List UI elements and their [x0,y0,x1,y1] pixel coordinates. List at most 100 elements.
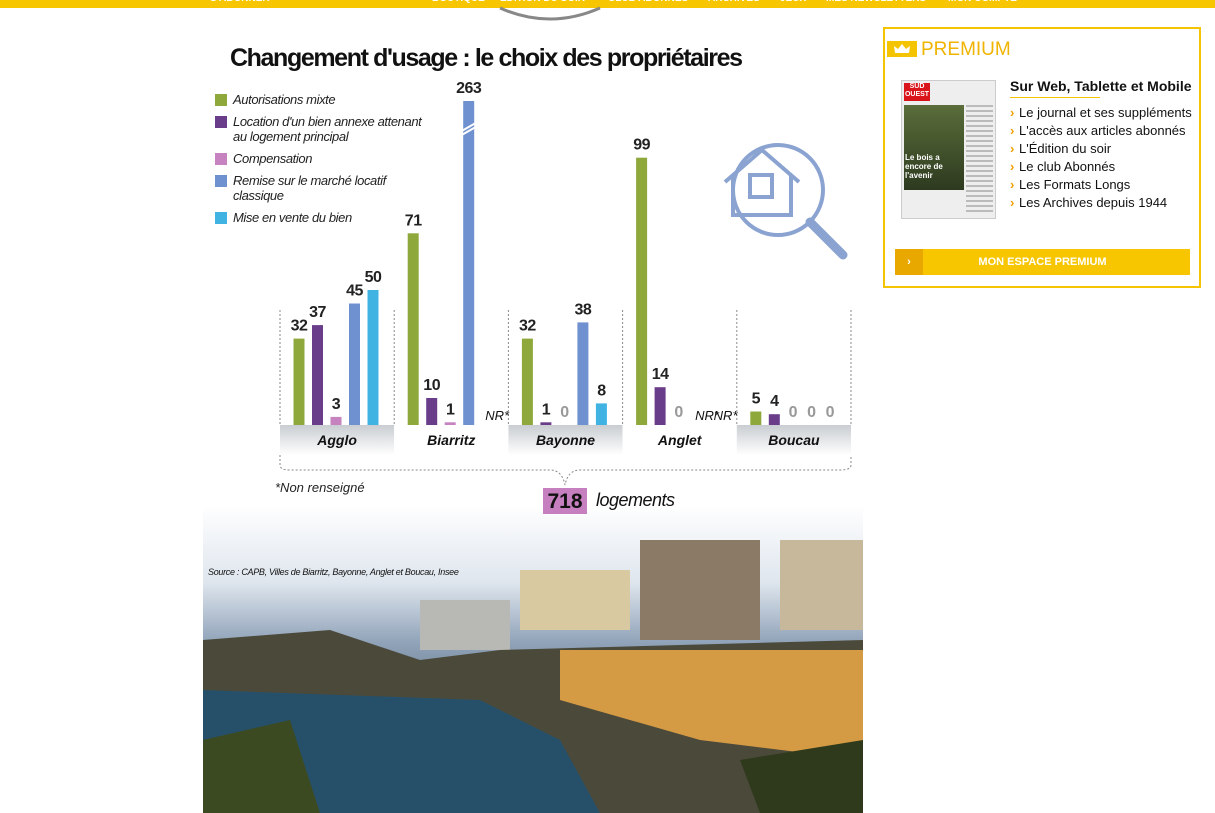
bar [293,338,305,425]
chart-title: Changement d'usage : le choix des propri… [230,44,742,72]
value-label: NR* [695,408,720,423]
value-label: 5 [752,391,761,408]
feature-item[interactable]: Le journal et ses suppléments [1010,106,1195,119]
legend-swatch [215,94,227,106]
value-label: 45 [346,283,363,300]
nav-item[interactable]: BOUTIQUE [432,0,485,4]
value-label: 50 [365,269,382,286]
category-band [622,425,737,455]
value-label: 3 [332,396,341,413]
feature-item[interactable]: Les Archives depuis 1944 [1010,196,1195,209]
feature-item[interactable]: Le club Abonnés [1010,160,1195,173]
bar [407,233,419,425]
footnote: *Non renseigné [275,480,365,495]
category-band [508,425,623,455]
bar [577,322,589,425]
nav-item[interactable]: S'ABONNER [210,0,270,4]
value-label: NR* [714,408,739,423]
legend-label: Remise sur le marché locatif classique [233,173,386,203]
bar [349,303,360,425]
bar [750,411,762,425]
category-band [736,425,851,455]
newspaper-thumbnail[interactable]: SUD OUEST Le bois a encore de l'avenir [901,80,996,219]
value-label: 14 [652,366,669,383]
premium-button[interactable]: › MON ESPACE PREMIUM [895,249,1190,275]
bar [463,101,475,425]
bar [521,338,533,425]
value-label: 10 [423,377,440,394]
feature-list: Le journal et ses suppléments L'accès aux… [1010,106,1195,214]
masthead: SUD OUEST [904,83,930,101]
bar [768,414,780,425]
bar [540,422,552,425]
value-label: 4 [770,393,779,410]
value-label: 0 [674,404,683,421]
legend-swatch [215,153,227,165]
photo [203,505,863,813]
category-band [394,425,509,455]
feature-item[interactable]: L'accès aux articles abonnés [1010,124,1195,137]
bar [426,398,438,425]
legend-item: Location d'un bien annexe attenant au lo… [215,114,435,144]
top-nav: S'ABONNER BOUTIQUE ÉDITION DU SOIR CLUB ABO… [0,0,1215,8]
total-box [543,488,587,514]
value-label: 263 [456,80,482,97]
source: Source : CAPB, Villes de Biarritz, Bayon… [208,567,459,577]
category-label: Anglet [657,432,703,448]
value-label: 8 [597,382,606,399]
value-label: 0 [560,404,569,421]
category-label: Biarritz [427,432,475,448]
value-label: 0 [826,404,835,421]
legend-label: Location d'un bien annexe attenant au lo… [233,114,422,144]
category-band [280,425,395,455]
category-label: Agglo [316,432,357,448]
category-label: Bayonne [536,432,595,448]
nav-item[interactable]: CLUB ABONNÉS [608,0,688,4]
legend-item: Remise sur le marché locatif classique [215,173,435,203]
total-brace [279,455,852,486]
legend-item: Autorisations mixte [215,92,435,107]
bar [636,157,648,425]
legend-label: Compensation [233,151,313,166]
logo-edge [499,6,601,21]
premium-box: PREMIUM SUD OUEST Le bois a encore de l'… [883,27,1201,288]
legend-swatch [215,212,227,224]
feature-item[interactable]: L'Édition du soir [1010,142,1195,155]
text-columns [966,105,993,215]
nav-item[interactable]: MES NEWSLETTERS [826,0,926,4]
bar [330,416,342,425]
category-label: Boucau [768,432,820,448]
premium-title: PREMIUM [921,39,1011,60]
value-label: 38 [575,301,592,318]
nav-item[interactable]: MON COMPTE [948,0,1017,4]
nav-item[interactable]: JEUX [780,0,806,4]
bar [367,290,379,425]
crown-icon [887,41,917,57]
value-label: 0 [807,404,816,421]
feature-item[interactable]: Les Formats Longs [1010,178,1195,191]
value-label: 71 [405,212,422,229]
value-label: 32 [519,318,536,335]
legend: Autorisations mixte Location d'un bien an… [215,92,435,232]
button-label: MON ESPACE PREMIUM [978,256,1107,268]
cover-photo [904,105,964,190]
button-arrow: › [895,249,923,275]
axis-break [461,122,477,136]
bar [444,422,456,425]
bar [312,325,323,425]
total-value: 718 [547,490,582,513]
value-label: 32 [291,318,308,335]
legend-item: Mise en vente du bien [215,210,435,225]
value-label: 1 [446,401,455,418]
value-label: 1 [542,401,551,418]
underline [1010,97,1100,98]
nav-item[interactable]: ARCHIVES [708,0,760,4]
total-label: logements [596,490,675,510]
value-label: 99 [633,137,650,154]
value-label: 0 [789,404,798,421]
value-label: NR* [485,408,510,423]
legend-swatch [215,116,227,128]
nav-item[interactable]: ÉDITION DU SOIR [500,0,585,4]
